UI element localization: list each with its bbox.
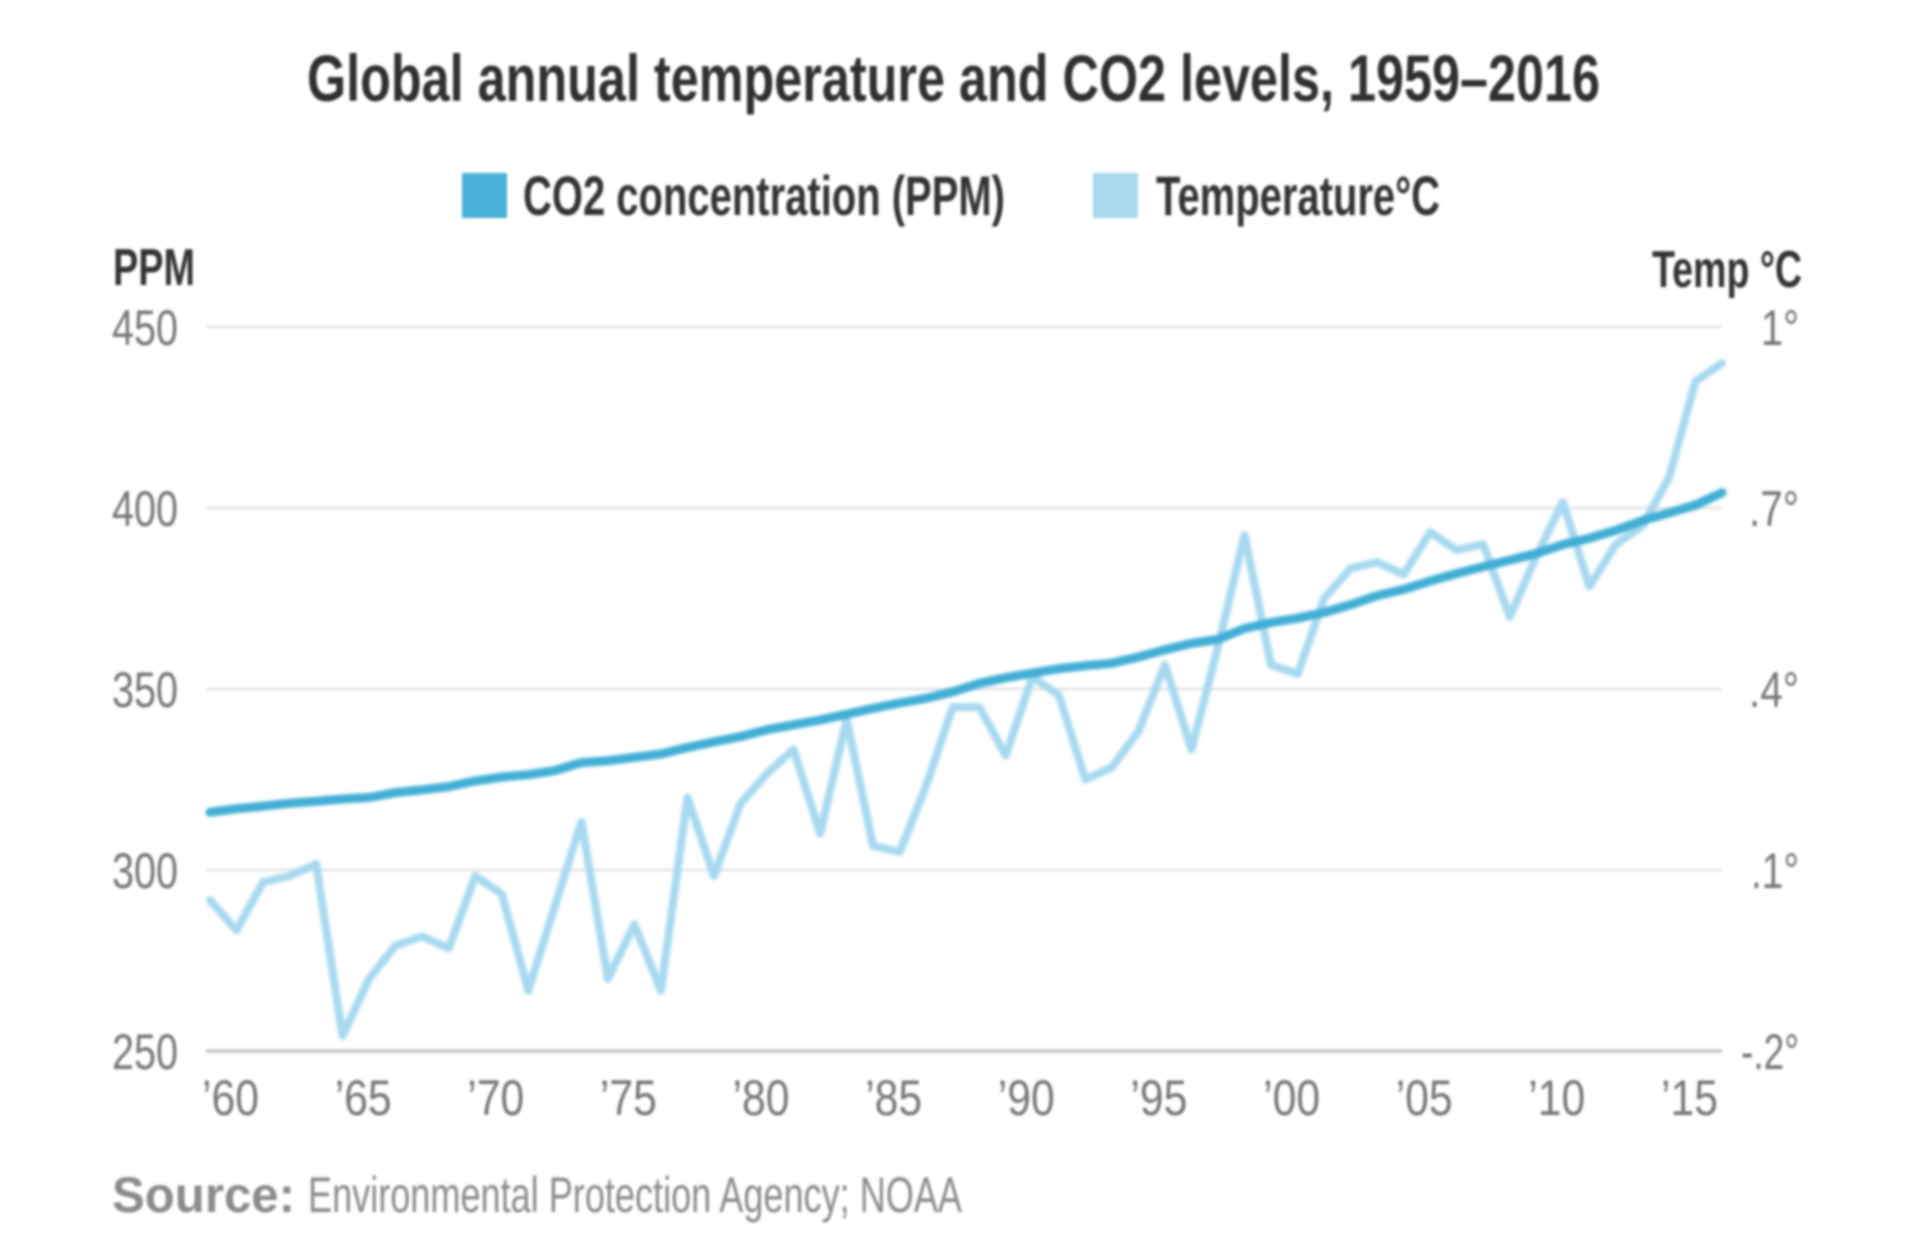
svg-text:Global annual temperature and: Global annual temperature and CO2 levels… xyxy=(307,41,1600,115)
svg-text:’60: ’60 xyxy=(202,1070,259,1126)
svg-text:.7°: .7° xyxy=(1749,481,1799,537)
svg-text:250: 250 xyxy=(112,1024,178,1080)
svg-text:’65: ’65 xyxy=(335,1070,392,1126)
svg-text:300: 300 xyxy=(112,843,178,899)
svg-text:Temperature°C: Temperature°C xyxy=(1156,164,1440,227)
svg-text:’00: ’00 xyxy=(1263,1070,1320,1126)
svg-text:’85: ’85 xyxy=(865,1070,922,1126)
svg-text:’15: ’15 xyxy=(1661,1070,1718,1126)
svg-text:’75: ’75 xyxy=(600,1070,657,1126)
svg-text:PPM: PPM xyxy=(113,239,195,297)
svg-text:1°: 1° xyxy=(1761,300,1799,356)
svg-text:’90: ’90 xyxy=(998,1070,1055,1126)
svg-text:’70: ’70 xyxy=(467,1070,524,1126)
svg-text:Environmental Protection Agenc: Environmental Protection Agency; NOAA xyxy=(308,1167,962,1223)
svg-text:’05: ’05 xyxy=(1396,1070,1453,1126)
svg-text:’80: ’80 xyxy=(733,1070,790,1126)
svg-text:400: 400 xyxy=(112,481,178,537)
svg-text:.1°: .1° xyxy=(1751,843,1799,899)
svg-text:Temp °C: Temp °C xyxy=(1652,241,1802,299)
svg-text:’95: ’95 xyxy=(1130,1070,1187,1126)
svg-text:Source:: Source: xyxy=(112,1167,295,1223)
svg-text:’10: ’10 xyxy=(1528,1070,1585,1126)
svg-text:.4°: .4° xyxy=(1749,662,1799,718)
svg-text:350: 350 xyxy=(112,662,178,718)
svg-text:-.2°: -.2° xyxy=(1741,1024,1799,1080)
svg-text:450: 450 xyxy=(112,300,178,356)
svg-text:CO2 concentration (PPM): CO2 concentration (PPM) xyxy=(523,164,1005,227)
